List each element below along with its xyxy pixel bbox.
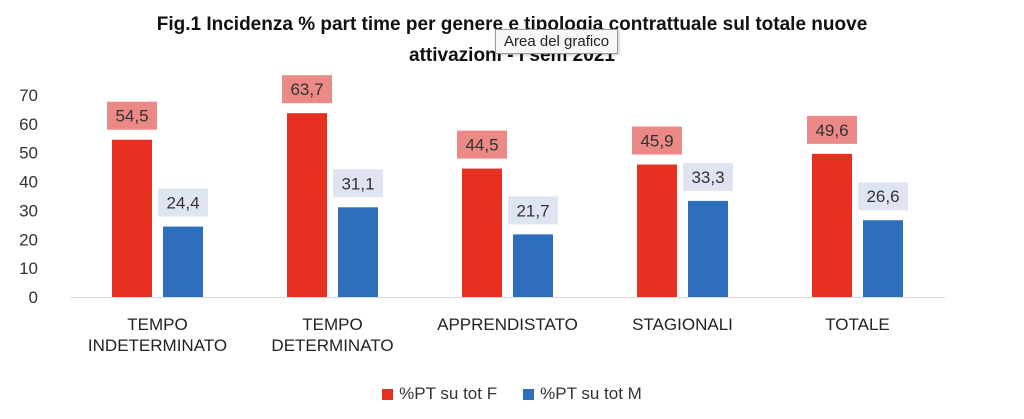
bar-f: [112, 139, 152, 297]
data-label-background: [508, 196, 558, 225]
bar-m: [513, 234, 553, 297]
legend-label-m: %PT su tot M: [540, 384, 642, 403]
category-label: TOTALE: [768, 314, 948, 335]
category-label-line: TEMPO: [302, 315, 363, 334]
chart-area-tooltip: Area del grafico: [495, 29, 619, 54]
bar-f: [812, 153, 852, 297]
category-label-line: TEMPO: [127, 315, 188, 334]
data-label: 54,5: [115, 107, 148, 126]
data-label: 24,4: [166, 194, 199, 213]
data-label-background: [858, 182, 908, 211]
data-label-background: [107, 101, 157, 130]
category-label: TEMPO INDETERMINATO: [68, 314, 248, 356]
category-label: STAGIONALI: [593, 314, 773, 335]
legend: %PT su tot F %PT su tot M: [0, 384, 1024, 404]
data-label: 26,6: [866, 187, 899, 206]
data-label-background: [158, 188, 208, 217]
data-label-background: [333, 169, 383, 198]
legend-label-f: %PT su tot F: [399, 384, 498, 403]
chart-title-line-1: Fig.1 Incidenza % part time per genere e…: [156, 14, 868, 35]
bar-m: [163, 226, 203, 297]
data-label: 31,1: [341, 174, 374, 193]
data-label-background: [632, 126, 682, 155]
category-label-line: TOTALE: [825, 315, 890, 334]
category-label-line: INDETERMINATO: [87, 336, 228, 355]
data-label: 49,6: [815, 121, 848, 140]
data-label: 63,7: [290, 80, 323, 99]
bar-f: [637, 164, 677, 297]
category-label: TEMPO DETERMINATO: [243, 314, 423, 356]
data-label-background: [457, 130, 507, 159]
data-label: 21,7: [516, 201, 549, 220]
category-label-line: STAGIONALI: [632, 315, 733, 334]
y-tick-label: 40: [19, 173, 38, 192]
legend-swatch-m: [523, 388, 535, 400]
data-label-background: [282, 75, 332, 104]
legend-item-f[interactable]: %PT su tot F: [382, 384, 497, 404]
y-tick-label: 10: [19, 259, 38, 278]
y-tick-label: 70: [19, 86, 38, 105]
bar-m: [688, 200, 728, 297]
y-tick-label: 50: [19, 144, 38, 163]
data-label-background: [683, 162, 733, 191]
y-tick-label: 0: [29, 288, 38, 307]
data-label: 44,5: [465, 136, 498, 155]
y-tick-label: 20: [19, 230, 38, 249]
data-label: 45,9: [640, 132, 673, 151]
data-label-background: [807, 115, 857, 144]
bar-m: [338, 207, 378, 297]
bar-m: [863, 220, 903, 297]
y-tick-label: 60: [19, 115, 38, 134]
category-label-line: DETERMINATO: [271, 336, 394, 355]
category-label-line: APPRENDISTATO: [437, 315, 578, 334]
data-label: 33,3: [691, 168, 724, 187]
bar-f: [462, 168, 502, 297]
category-label: APPRENDISTATO: [418, 314, 598, 335]
legend-item-m[interactable]: %PT su tot M: [523, 384, 642, 404]
y-tick-label: 30: [19, 201, 38, 220]
legend-swatch-f: [382, 388, 394, 400]
bar-f: [287, 113, 327, 298]
